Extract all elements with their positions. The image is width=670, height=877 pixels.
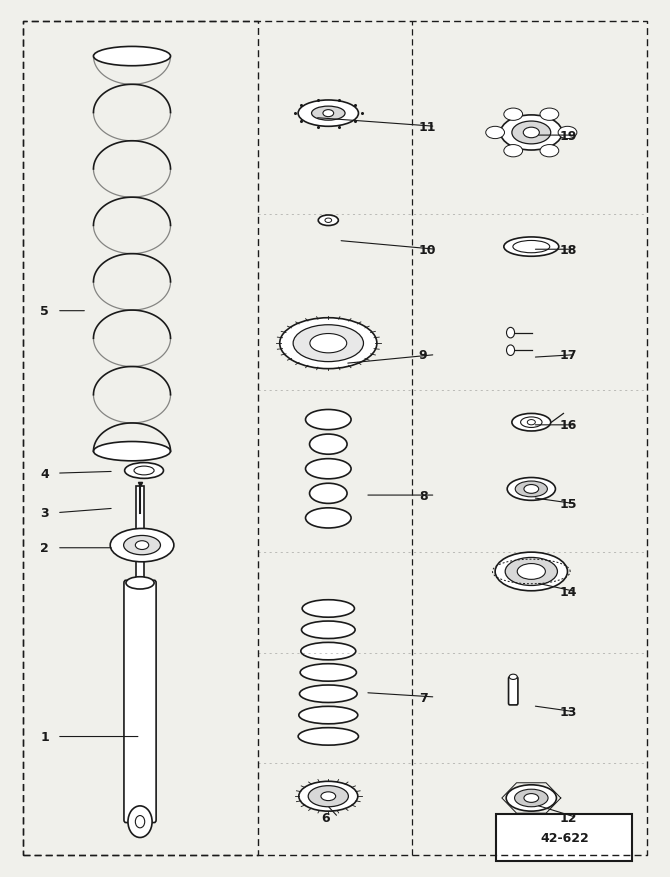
Ellipse shape (504, 109, 523, 121)
Ellipse shape (513, 241, 549, 253)
Ellipse shape (310, 484, 347, 503)
Text: 2: 2 (40, 542, 49, 554)
Ellipse shape (540, 146, 559, 158)
Bar (136, 487, 144, 588)
Ellipse shape (310, 435, 347, 454)
Ellipse shape (500, 116, 562, 151)
Circle shape (507, 346, 515, 356)
Ellipse shape (318, 216, 338, 226)
Text: 3: 3 (40, 507, 49, 519)
Text: 42-622: 42-622 (541, 831, 589, 844)
FancyBboxPatch shape (124, 581, 156, 823)
Ellipse shape (512, 122, 551, 145)
Ellipse shape (298, 728, 358, 745)
Ellipse shape (301, 643, 356, 660)
Ellipse shape (123, 536, 161, 555)
Ellipse shape (306, 460, 351, 479)
Ellipse shape (306, 509, 351, 528)
Circle shape (135, 816, 145, 828)
Text: 15: 15 (559, 498, 577, 510)
Ellipse shape (515, 481, 547, 497)
Ellipse shape (310, 334, 347, 353)
Text: 17: 17 (559, 349, 577, 361)
Text: 14: 14 (559, 586, 577, 598)
Text: 12: 12 (559, 811, 577, 824)
Ellipse shape (321, 792, 336, 801)
Text: 11: 11 (419, 121, 436, 133)
Ellipse shape (94, 442, 170, 461)
Text: 19: 19 (559, 130, 577, 142)
Ellipse shape (302, 621, 355, 638)
Ellipse shape (325, 218, 332, 224)
Ellipse shape (300, 664, 356, 681)
Ellipse shape (125, 463, 163, 479)
Ellipse shape (308, 786, 348, 807)
Ellipse shape (126, 577, 154, 589)
Ellipse shape (110, 529, 174, 562)
Ellipse shape (306, 410, 351, 430)
Ellipse shape (523, 128, 539, 139)
Ellipse shape (524, 794, 539, 802)
Ellipse shape (298, 101, 358, 127)
Text: 18: 18 (559, 244, 577, 256)
Text: 4: 4 (40, 467, 49, 480)
Ellipse shape (302, 600, 354, 617)
Ellipse shape (507, 785, 557, 811)
Circle shape (507, 328, 515, 339)
Circle shape (128, 806, 152, 838)
Ellipse shape (299, 781, 358, 811)
Ellipse shape (486, 127, 505, 139)
Ellipse shape (299, 685, 357, 702)
Text: 6: 6 (322, 811, 330, 824)
Ellipse shape (507, 478, 555, 501)
Ellipse shape (495, 553, 567, 591)
Ellipse shape (527, 420, 535, 425)
Ellipse shape (515, 789, 548, 807)
Text: 16: 16 (559, 419, 577, 431)
Ellipse shape (524, 485, 539, 494)
FancyBboxPatch shape (509, 677, 518, 705)
Text: 13: 13 (559, 706, 577, 718)
Text: 5: 5 (40, 305, 49, 317)
Ellipse shape (134, 467, 154, 475)
Ellipse shape (512, 414, 551, 431)
Ellipse shape (293, 325, 364, 362)
Ellipse shape (135, 541, 149, 550)
Text: 1: 1 (40, 731, 49, 743)
FancyBboxPatch shape (496, 814, 632, 861)
Ellipse shape (312, 107, 345, 121)
Ellipse shape (521, 417, 542, 428)
Ellipse shape (323, 111, 334, 118)
Ellipse shape (504, 146, 523, 158)
Ellipse shape (299, 707, 358, 724)
Text: 7: 7 (419, 691, 427, 703)
Ellipse shape (540, 109, 559, 121)
Text: 8: 8 (419, 489, 427, 502)
Ellipse shape (517, 564, 545, 580)
Ellipse shape (504, 238, 559, 257)
Ellipse shape (509, 674, 517, 680)
Text: 9: 9 (419, 349, 427, 361)
Ellipse shape (280, 318, 377, 369)
Ellipse shape (558, 127, 577, 139)
Text: 10: 10 (419, 244, 436, 256)
Ellipse shape (94, 47, 170, 67)
Ellipse shape (505, 558, 557, 586)
